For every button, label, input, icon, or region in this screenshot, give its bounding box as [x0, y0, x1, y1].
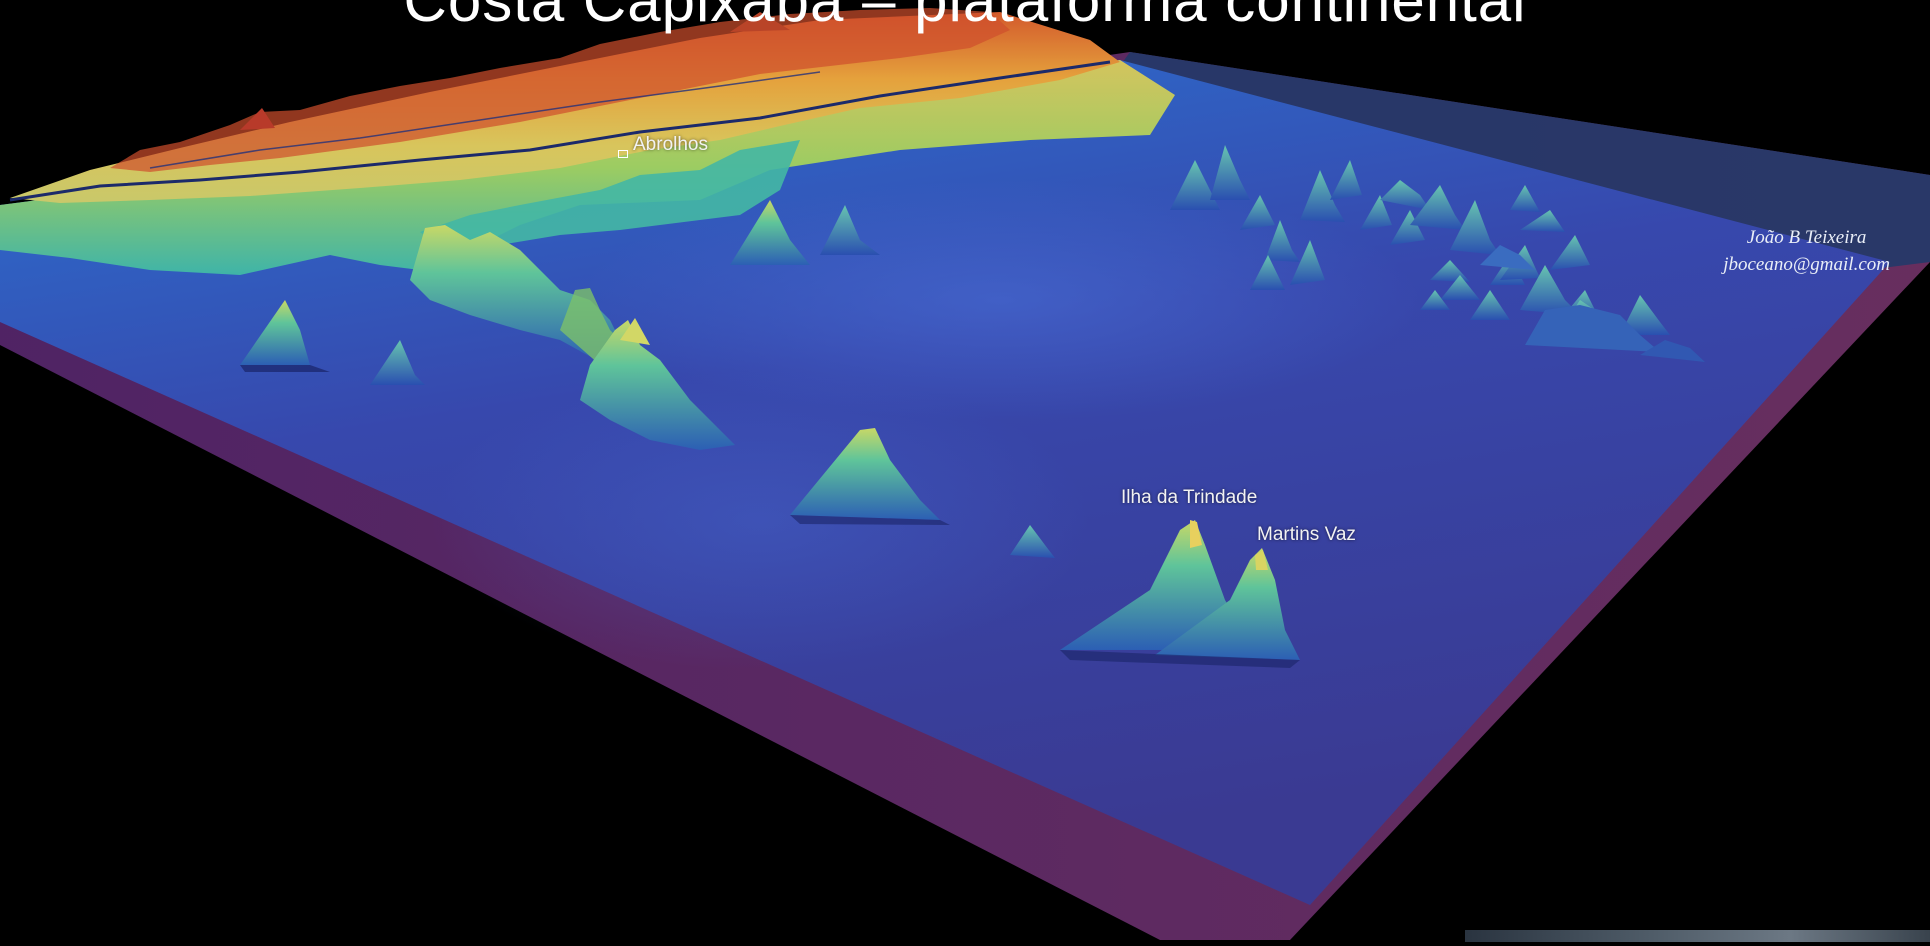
author-credit: João B Teixeira jboceano@gmail.com	[1723, 224, 1890, 278]
label-martins-vaz: Martins Vaz	[1257, 524, 1356, 545]
label-ilha-da-trindade: Ilha da Trindade	[1121, 487, 1258, 508]
author-name: João B Teixeira	[1746, 227, 1867, 248]
page-title: Costa Capixaba – plataforma continental	[403, 0, 1527, 34]
continental-shelf	[0, 60, 1175, 275]
author-email: jboceano@gmail.com	[1723, 254, 1890, 275]
seamount-chain	[1170, 145, 1670, 335]
corner-thumbnail-image	[1465, 930, 1930, 942]
abrolhos-marker	[618, 150, 628, 158]
label-abrolhos: Abrolhos	[633, 134, 708, 155]
open-sea-panel	[1110, 52, 1930, 272]
